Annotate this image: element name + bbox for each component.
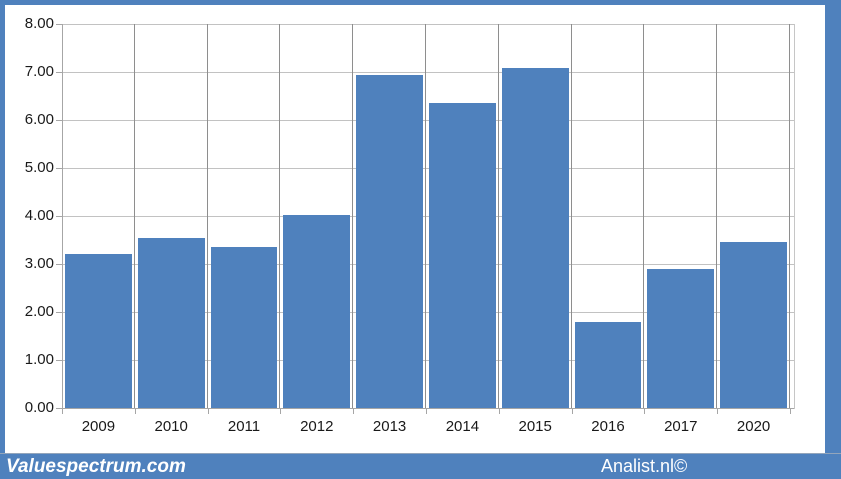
bar-2015 [501,68,569,408]
x-tick-label-2011: 2011 [227,418,261,435]
x-tick-label-2009: 2009 [81,418,116,435]
x-tick [62,409,63,414]
y-tick-label: 8.00 [24,15,54,32]
plot-area [62,24,795,409]
x-tick [498,409,500,414]
x-tick [426,409,427,414]
bar-2013 [356,75,423,408]
y-tick-label: 7.00 [24,63,54,80]
x-tick [134,409,136,414]
x-tick [644,409,646,414]
bar-2020 [720,242,787,408]
y-tick-label: 1.00 [24,351,54,368]
brand-valuespectrum: Valuespectrum.com [6,456,186,477]
footer-bar: Valuespectrum.com Analist.nl© [0,453,841,479]
y-tick-label: 3.00 [24,255,54,272]
y-tick-label: 2.00 [24,303,54,320]
bar-2011 [210,247,278,408]
y-tick [56,72,62,73]
x-tick-label-2015: 2015 [518,418,552,435]
bar-2009 [65,254,132,408]
bar-2016 [574,321,642,408]
y-axis-line [62,24,63,409]
y-tick-label: 5.00 [24,159,54,176]
y-tick-label: 0.00 [24,399,54,416]
y-tick [56,408,62,409]
y-tick [56,360,62,361]
chart-surface: 0.00 1.00 2.00 3.00 4.00 5.00 6.00 7.00 8.00 200… [5,5,825,453]
x-tick-label-2013: 2013 [372,418,407,435]
h-gridline-5 [62,168,794,169]
v-gridline [570,24,572,408]
x-tick [790,409,791,414]
brand-analist: Analist.nl© [601,456,688,476]
y-tick-label: 4.00 [24,207,54,224]
v-gridline [716,24,718,408]
x-tick-label-2014: 2014 [445,418,480,435]
y-tick [56,168,62,169]
v-gridline [789,24,790,408]
x-tick-label-2016: 2016 [591,418,625,435]
v-gridline [425,24,426,408]
v-gridline [352,24,354,408]
y-tick-label: 6.00 [24,111,54,128]
x-tick [353,409,355,414]
bar-2017 [647,268,715,408]
x-tick [717,409,719,414]
h-gridline-0 [62,408,794,409]
h-gridline-7 [62,72,794,73]
bar-2010 [137,237,205,408]
bar-2014 [429,103,496,408]
v-gridline [206,24,208,408]
bar-2012 [283,214,351,408]
x-tick [280,409,282,414]
x-tick [571,409,573,414]
y-tick [56,312,62,313]
y-tick [56,216,62,217]
v-gridline [279,24,281,408]
v-gridline [133,24,135,408]
y-tick [56,264,62,265]
x-tick [207,409,209,414]
v-gridline [497,24,499,408]
x-tick-label-2020: 2020 [736,418,771,435]
v-gridline [643,24,645,408]
h-gridline-3 [62,264,794,265]
h-gridline-6 [62,120,794,121]
x-tick-label-2012: 2012 [300,418,334,435]
h-gridline-4 [62,216,794,217]
y-tick [56,120,62,121]
h-gridline-8 [62,24,794,25]
h-gridline-1 [62,360,794,361]
h-gridline-2 [62,312,794,313]
x-tick-label-2010: 2010 [154,418,188,435]
y-tick [56,24,62,25]
x-tick-label-2017: 2017 [664,418,698,435]
